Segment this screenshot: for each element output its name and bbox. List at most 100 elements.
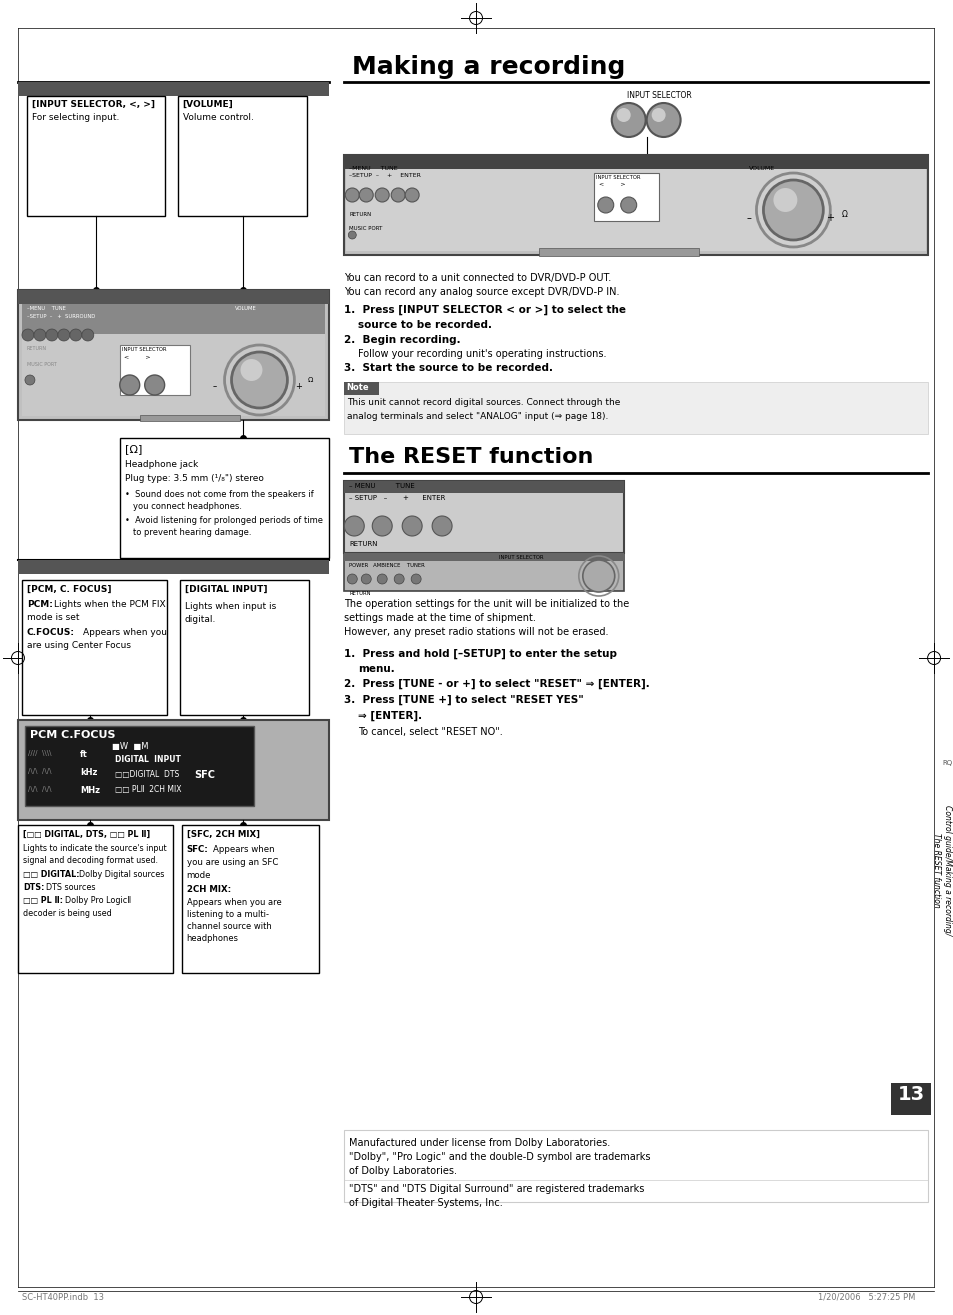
Circle shape [348,231,355,239]
Text: Making a recording: Making a recording [352,55,625,79]
FancyBboxPatch shape [346,170,925,251]
Text: [DIGITAL INPUT]: [DIGITAL INPUT] [185,585,267,594]
Text: >: > [658,101,665,110]
Text: – MENU         TUNE: – MENU TUNE [349,483,415,489]
Text: RETURN: RETURN [27,346,47,351]
Text: <        >: < > [124,355,150,360]
FancyBboxPatch shape [344,381,927,434]
Text: POWER   AMBIENCE    TUNER: POWER AMBIENCE TUNER [349,563,425,568]
Text: "DTS" and "DTS Digital Surround" are registered trademarks: "DTS" and "DTS Digital Surround" are reg… [349,1184,644,1194]
Text: SC-HT40PP.indb  13: SC-HT40PP.indb 13 [22,1293,104,1302]
Text: Ω: Ω [841,210,846,220]
Text: you are using an SFC: you are using an SFC [187,857,277,867]
Text: Ω: Ω [307,377,313,383]
Circle shape [620,197,636,213]
Text: 2.  Begin recording.: 2. Begin recording. [344,335,460,345]
Circle shape [359,188,373,203]
Circle shape [616,108,630,122]
Text: –MENU     TUNE: –MENU TUNE [349,166,397,171]
Circle shape [405,188,418,203]
Circle shape [773,188,797,212]
Text: PCM:: PCM: [27,600,52,609]
FancyBboxPatch shape [18,825,172,973]
FancyBboxPatch shape [22,580,167,715]
Text: Appears when you are: Appears when you are [187,898,281,907]
Text: Note: Note [346,383,369,392]
Text: RETURN: RETURN [349,590,371,596]
Text: Lights when the PCM FIX: Lights when the PCM FIX [53,600,165,609]
Text: you connect headphones.: you connect headphones. [132,502,241,512]
Circle shape [120,375,139,394]
Text: Appears when you: Appears when you [83,629,167,636]
Text: DTS:: DTS: [23,882,44,892]
Circle shape [394,575,404,584]
Text: +: + [295,381,302,391]
Circle shape [411,575,420,584]
Text: 1/20/2006   5:27:25 PM: 1/20/2006 5:27:25 PM [818,1293,915,1302]
Text: kHz: kHz [80,768,97,777]
Text: Dolby Pro LogicⅡ: Dolby Pro LogicⅡ [65,896,131,905]
Circle shape [402,515,421,537]
Text: INPUT SELECTOR: INPUT SELECTOR [626,91,691,100]
Text: C.FOCUS:: C.FOCUS: [27,629,75,636]
Text: <        >: < > [598,181,624,187]
Circle shape [240,359,262,381]
FancyBboxPatch shape [344,1130,927,1202]
Text: digital.: digital. [185,615,215,625]
Text: RETURN: RETURN [349,212,371,217]
Text: MHz: MHz [80,786,100,796]
Text: /\/\  /\/\: /\/\ /\/\ [28,786,51,792]
Text: settings made at the time of shipment.: settings made at the time of shipment. [344,613,536,623]
Circle shape [762,180,822,241]
Text: INPUT SELECTOR: INPUT SELECTOR [498,555,543,560]
Text: You can record any analog source except DVR/DVD-P IN.: You can record any analog source except … [344,287,619,297]
Text: [□□ DIGITAL, DTS, □□ PL Ⅱ]: [□□ DIGITAL, DTS, □□ PL Ⅱ] [23,830,150,839]
Text: The RESET function: The RESET function [349,447,593,467]
Circle shape [347,575,356,584]
Text: □□DIGITAL  DTS: □□DIGITAL DTS [114,771,179,778]
Text: [PCM, C. FOCUS]: [PCM, C. FOCUS] [27,585,112,594]
Text: channel source with: channel source with [187,922,271,931]
FancyBboxPatch shape [344,481,623,493]
FancyBboxPatch shape [18,291,329,304]
Text: ■W  ■M: ■W ■M [112,742,148,751]
Text: [Ω]: [Ω] [125,444,142,454]
Text: For selecting input.: For selecting input. [31,113,119,122]
Circle shape [361,575,371,584]
Text: of Dolby Laboratories.: of Dolby Laboratories. [349,1166,456,1176]
FancyBboxPatch shape [22,334,325,416]
Circle shape [646,103,679,137]
FancyBboxPatch shape [344,554,623,590]
Text: □□ DIGITAL:: □□ DIGITAL: [23,871,79,878]
Text: –SETUP  –    +    ENTER: –SETUP – + ENTER [349,174,420,178]
Text: □□ PLⅡ  2CH MIX: □□ PLⅡ 2CH MIX [114,785,181,794]
Text: +: + [825,213,834,224]
Text: 3.  Start the source to be recorded.: 3. Start the source to be recorded. [344,363,553,373]
FancyBboxPatch shape [18,291,329,419]
Circle shape [46,329,58,341]
Text: mode: mode [187,871,211,880]
Text: – SETUP   –       +      ENTER: – SETUP – + ENTER [349,494,445,501]
Text: To cancel, select "RESET NO".: To cancel, select "RESET NO". [358,727,502,736]
FancyBboxPatch shape [18,82,329,96]
Text: to prevent hearing damage.: to prevent hearing damage. [132,529,251,537]
Text: decoder is being used: decoder is being used [23,909,112,918]
Circle shape [22,329,34,341]
Text: 1.  Press [INPUT SELECTOR < or >] to select the: 1. Press [INPUT SELECTOR < or >] to sele… [344,305,625,316]
Text: DTS sources: DTS sources [46,882,95,892]
Text: However, any preset radio stations will not be erased.: However, any preset radio stations will … [344,627,608,636]
Text: ⇒ [ENTER].: ⇒ [ENTER]. [358,711,422,721]
Circle shape [145,375,165,394]
Text: Headphone jack: Headphone jack [125,460,198,469]
Text: VOLUME: VOLUME [748,166,774,171]
Circle shape [391,188,405,203]
Text: source to be recorded.: source to be recorded. [358,320,492,330]
Text: Follow your recording unit's operating instructions.: Follow your recording unit's operating i… [358,348,606,359]
FancyBboxPatch shape [179,580,309,715]
Text: –SETUP  –   +  SURROUND: –SETUP – + SURROUND [27,314,95,320]
Text: Plug type: 3.5 mm (¹/₈") stereo: Plug type: 3.5 mm (¹/₈") stereo [125,473,263,483]
Text: analog terminals and select "ANALOG" input (⇒ page 18).: analog terminals and select "ANALOG" inp… [347,412,608,421]
Text: RQTV0105: RQTV0105 [941,760,953,767]
FancyBboxPatch shape [344,155,927,255]
Text: INPUT SELECTOR: INPUT SELECTOR [596,175,639,180]
